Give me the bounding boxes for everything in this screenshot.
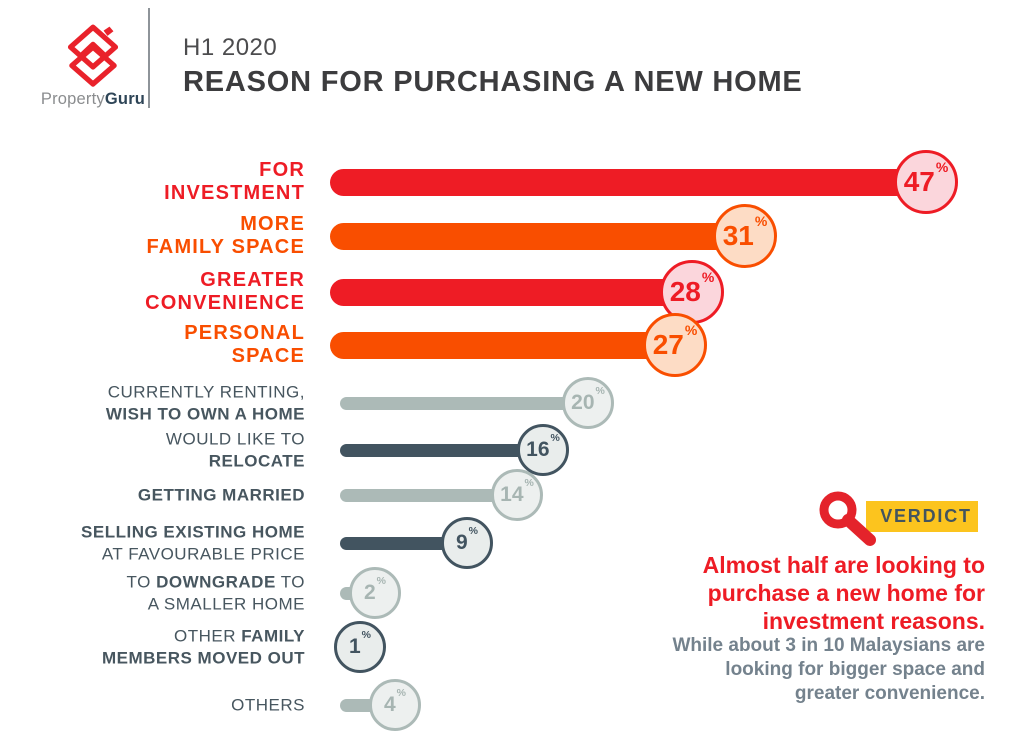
value-bubble: 27% xyxy=(643,313,707,377)
percent-sign: % xyxy=(701,269,715,286)
bar xyxy=(330,222,745,250)
category-label: OTHERS xyxy=(231,695,305,715)
value-number: 2 xyxy=(363,581,376,604)
value-bubble: 4% xyxy=(369,679,421,731)
value-number: 16 xyxy=(526,438,550,461)
verdict-badge: VERDICT xyxy=(866,501,978,532)
report-period-subtitle: H1 2020 xyxy=(183,34,278,61)
category-label: SELLING EXISTING HOME AT FAVOURABLE PRICE xyxy=(81,522,305,564)
value-bubble: 47% xyxy=(894,150,958,214)
percent-sign: % xyxy=(754,213,768,230)
value-bubble: 14% xyxy=(491,469,543,521)
category-label: TO DOWNGRADE TO A SMALLER HOME xyxy=(126,572,305,614)
value-bubble: 20% xyxy=(562,377,614,429)
chimney-shape xyxy=(103,26,114,36)
percent-sign: % xyxy=(396,686,407,699)
bar xyxy=(330,331,675,359)
verdict-subtext: While about 3 in 10 Malaysians are looki… xyxy=(672,635,985,704)
percent-sign: % xyxy=(524,476,534,489)
percent-sign: % xyxy=(361,628,372,641)
value-number: 28 xyxy=(669,276,701,307)
percent-sign: % xyxy=(595,384,605,397)
value-number: 14 xyxy=(500,483,524,506)
value-bubble: 2% xyxy=(349,567,401,619)
value-number: 20 xyxy=(571,391,595,414)
bar xyxy=(340,488,517,502)
propertyguru-house-icon xyxy=(67,24,119,87)
percent-sign: % xyxy=(376,574,387,587)
propertyguru-logo: PropertyGuru xyxy=(38,22,148,108)
bar xyxy=(330,278,692,306)
category-label: PERSONAL SPACE xyxy=(184,322,305,367)
percent-sign: % xyxy=(935,159,949,176)
value-number: 31 xyxy=(722,220,754,251)
value-number: 1 xyxy=(348,635,361,658)
value-bubble: 16% xyxy=(517,424,569,476)
logo-word-property: Property xyxy=(40,90,105,108)
header-titles: H1 2020 REASON FOR PURCHASING A NEW HOME xyxy=(183,34,803,99)
category-label: WOULD LIKE TO RELOCATE xyxy=(165,429,305,471)
bar xyxy=(340,396,588,410)
value-bubble: 1% xyxy=(334,621,386,673)
header-divider xyxy=(148,8,150,108)
category-label: FOR INVESTMENT xyxy=(164,159,305,204)
bar xyxy=(340,536,467,550)
page-title: REASON FOR PURCHASING A NEW HOME xyxy=(183,66,803,98)
bar xyxy=(340,443,543,457)
value-bubble: 9% xyxy=(441,517,493,569)
value-number: 9 xyxy=(455,531,468,554)
value-number: 27 xyxy=(652,329,684,360)
magnifier-icon xyxy=(819,491,876,546)
propertyguru-wordmark: PropertyGuru xyxy=(38,90,148,109)
verdict-headline: Almost half are looking to purchase a ne… xyxy=(702,552,985,634)
category-label: GETTING MARRIED xyxy=(137,485,305,505)
percent-sign: % xyxy=(550,431,560,444)
category-label: MORE FAMILY SPACE xyxy=(146,213,305,258)
verdict-badge-label: VERDICT xyxy=(880,506,972,526)
bar xyxy=(330,168,926,196)
value-bubble: 31% xyxy=(713,204,777,268)
logo-word-guru: Guru xyxy=(104,90,146,108)
category-label: GREATER CONVENIENCE xyxy=(145,269,305,314)
percent-sign: % xyxy=(468,524,479,537)
value-number: 47 xyxy=(903,166,935,197)
category-label: OTHER FAMILY MEMBERS MOVED OUT xyxy=(101,626,305,668)
value-number: 4 xyxy=(383,693,396,716)
percent-sign: % xyxy=(684,322,698,339)
category-label: CURRENTLY RENTING, WISH TO OWN A HOME xyxy=(105,382,305,424)
